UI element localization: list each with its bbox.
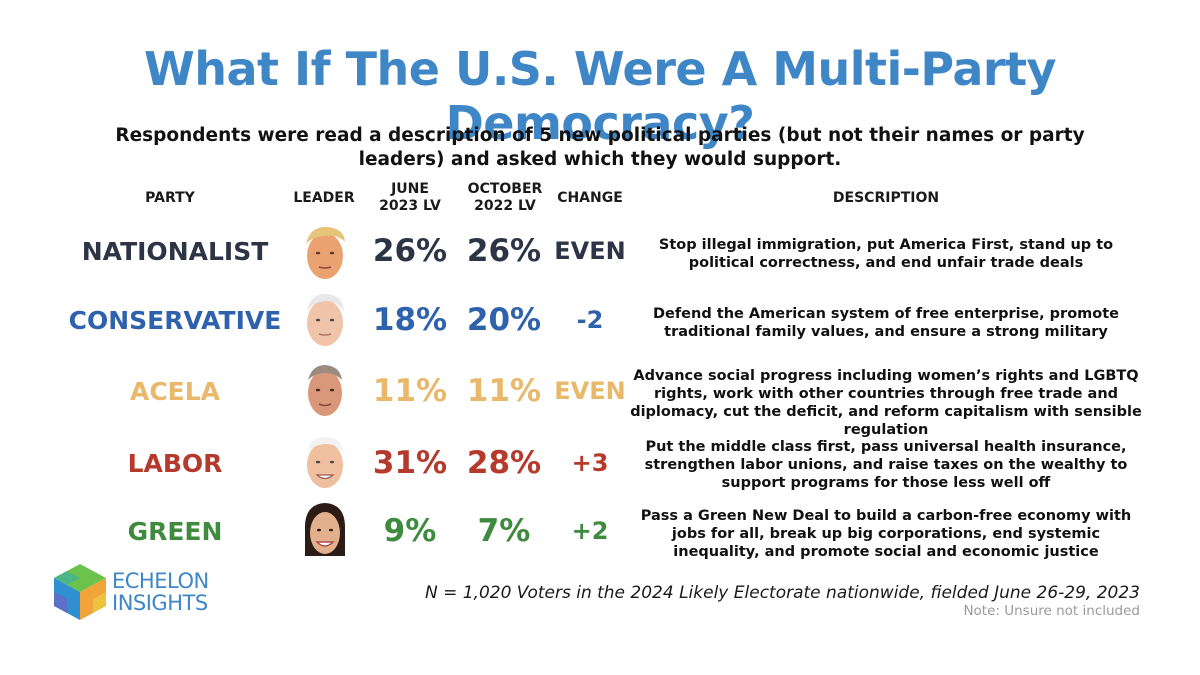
- header-october-line2: 2022 LV: [474, 198, 536, 214]
- june-2023-value: 18%: [372, 302, 448, 338]
- party-name: ACELA: [129, 377, 221, 406]
- header-october-line1: OCTOBER: [467, 181, 543, 197]
- echelon-cube-logo-icon: [54, 564, 106, 620]
- aoc-portrait-icon: [304, 503, 346, 556]
- party-description: Stop illegal immigration, put America Fi…: [658, 237, 1114, 271]
- biden-portrait-icon: [307, 437, 344, 488]
- chart-title: What If The U.S. Were A Multi-Party Demo…: [143, 42, 1057, 150]
- party-name: CONSERVATIVE: [68, 306, 282, 335]
- party-name: LABOR: [127, 449, 223, 478]
- june-2023-value: 11%: [372, 373, 448, 409]
- change-value: +2: [571, 517, 609, 545]
- trump-portrait-icon: [306, 226, 345, 279]
- june-2023-value: 31%: [372, 445, 448, 481]
- party-name: NATIONALIST: [81, 237, 269, 266]
- change-value: -2: [576, 306, 604, 334]
- party-description: Pass a Green New Deal to build a carbon-…: [640, 508, 1132, 560]
- change-value: +3: [571, 449, 609, 477]
- party-description: Advance social progress including women’…: [630, 368, 1142, 438]
- chart-subtitle: Respondents were read a description of 5…: [115, 125, 1085, 170]
- header-june: JUNE 2023 LV: [365, 181, 455, 215]
- october-2022-value: 26%: [466, 233, 542, 269]
- change-value: EVEN: [554, 377, 626, 405]
- party-name: GREEN: [127, 517, 223, 546]
- october-2022-value: 11%: [466, 373, 542, 409]
- sample-footnote: N = 1,020 Voters in the 2024 Likely Elec…: [424, 583, 1140, 603]
- june-2023-value: 9%: [383, 513, 437, 549]
- october-2022-value: 28%: [466, 445, 542, 481]
- party-description: Defend the American system of free enter…: [653, 306, 1119, 340]
- header-leader: LEADER: [293, 190, 355, 206]
- october-2022-value: 20%: [466, 302, 542, 338]
- june-2023-value: 26%: [372, 233, 448, 269]
- unsure-note: Note: Unsure not included: [963, 603, 1140, 619]
- bloomberg-portrait-icon: [308, 365, 342, 416]
- header-june-line1: JUNE: [391, 181, 429, 197]
- header-party: PARTY: [145, 190, 195, 206]
- header-october: OCTOBER 2022 LV: [455, 181, 555, 215]
- logo-text-insights: INSIGHTS: [112, 591, 208, 615]
- change-value: EVEN: [554, 237, 626, 265]
- header-description: DESCRIPTION: [832, 190, 940, 206]
- header-june-line2: 2023 LV: [379, 198, 441, 214]
- october-2022-value: 7%: [477, 513, 531, 549]
- header-change: CHANGE: [557, 190, 623, 206]
- pence-portrait-icon: [307, 294, 344, 346]
- logo-text-echelon: ECHELON: [112, 569, 209, 593]
- party-description: Put the middle class first, pass univers…: [644, 439, 1128, 491]
